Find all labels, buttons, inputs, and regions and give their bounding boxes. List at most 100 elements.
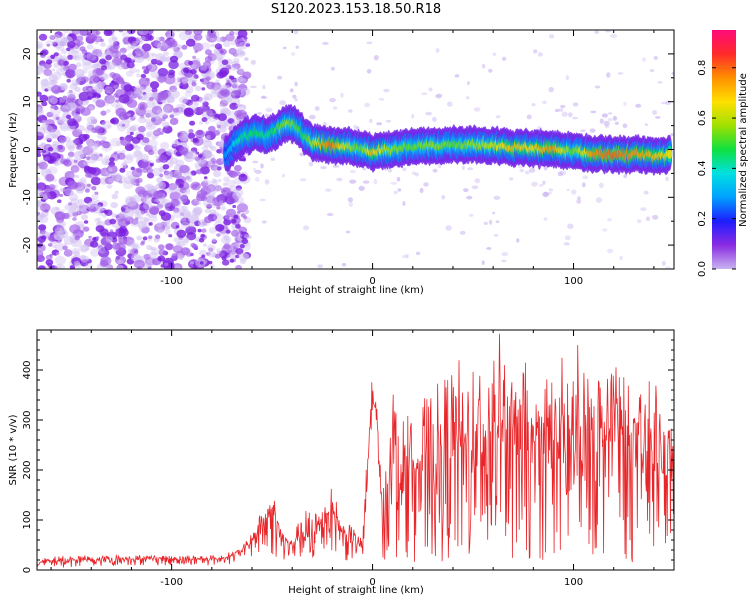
noise-point [151, 91, 159, 98]
noise-point [362, 180, 370, 184]
noise-point [105, 54, 112, 61]
noise-point [90, 248, 100, 257]
noise-point [67, 118, 77, 127]
noise-point [223, 243, 231, 250]
noise-point [131, 218, 139, 225]
noise-point [221, 256, 227, 261]
noise-point [40, 78, 49, 86]
noise-point [101, 142, 113, 152]
noise-point [105, 61, 116, 70]
noise-point [126, 99, 138, 108]
noise-point [38, 33, 48, 41]
noise-point [97, 81, 102, 85]
noise-point [205, 109, 213, 116]
noise-point [79, 30, 89, 36]
noise-point [107, 125, 112, 129]
noise-point [157, 154, 168, 163]
noise-point [69, 173, 77, 179]
noise-point [170, 198, 180, 207]
noise-point [119, 226, 128, 234]
noise-point [617, 72, 624, 75]
noise-point [560, 170, 567, 176]
noise-point [259, 198, 266, 202]
noise-point [454, 74, 460, 78]
noise-point [147, 123, 153, 128]
noise-point [204, 208, 211, 214]
noise-point [495, 115, 501, 119]
noise-point [86, 124, 95, 131]
noise-point [135, 182, 140, 187]
noise-point [435, 48, 440, 53]
noise-point [548, 188, 554, 192]
noise-point [299, 152, 305, 157]
noise-point [299, 178, 307, 182]
noise-point [577, 196, 581, 200]
noise-point [665, 100, 671, 106]
colorbar-tick-label: 0.0 [697, 261, 708, 277]
noise-point [140, 36, 146, 41]
noise-point [186, 232, 197, 241]
noise-point [101, 120, 112, 130]
noise-point [242, 105, 246, 108]
noise-point [69, 224, 81, 234]
noise-point [155, 155, 161, 160]
noise-point [88, 235, 92, 239]
noise-point [94, 191, 99, 195]
noise-point [492, 52, 497, 56]
noise-point [173, 207, 180, 213]
noise-point [118, 30, 124, 33]
ridge-point [667, 149, 673, 159]
noise-point [387, 168, 393, 173]
noise-point [157, 75, 167, 83]
noise-point [37, 43, 43, 49]
noise-point [37, 188, 43, 196]
noise-point [483, 221, 488, 225]
noise-point [48, 166, 58, 175]
noise-point [332, 106, 338, 110]
noise-point [121, 161, 128, 167]
noise-point [362, 167, 367, 171]
noise-point [153, 190, 164, 199]
x-tick-label: 0 [369, 276, 375, 287]
noise-point [150, 42, 155, 46]
noise-point [644, 123, 648, 127]
noise-point [353, 124, 357, 129]
noise-point [481, 260, 485, 266]
noise-point [40, 191, 51, 200]
noise-point [213, 170, 221, 178]
noise-point [178, 30, 190, 41]
noise-point [481, 63, 486, 69]
noise-point [223, 182, 228, 187]
noise-point [235, 223, 241, 229]
noise-point [49, 97, 58, 104]
noise-point [222, 189, 227, 193]
noise-point [115, 107, 127, 117]
noise-point [130, 116, 136, 121]
noise-point [148, 149, 155, 155]
noise-point [671, 71, 674, 76]
noise-point [602, 228, 608, 232]
noise-point [132, 115, 137, 119]
noise-point [265, 113, 269, 118]
noise-point [83, 226, 90, 232]
noise-point [215, 36, 223, 43]
noise-point [191, 244, 198, 249]
noise-point [239, 51, 246, 56]
noise-point [131, 168, 143, 178]
noise-point [188, 221, 196, 228]
snr-marks [37, 333, 674, 568]
noise-point [58, 118, 66, 124]
y-tick-label: -10 [22, 189, 33, 205]
noise-point [557, 171, 563, 177]
noise-point [164, 170, 175, 180]
snr-plot-area [37, 330, 674, 570]
noise-point [590, 110, 597, 114]
noise-point [572, 102, 579, 107]
noise-point [106, 109, 111, 113]
noise-point [83, 52, 94, 61]
noise-point [67, 181, 79, 190]
noise-point [157, 255, 165, 262]
noise-point [69, 207, 77, 214]
noise-point [123, 176, 134, 185]
noise-point [97, 53, 103, 58]
